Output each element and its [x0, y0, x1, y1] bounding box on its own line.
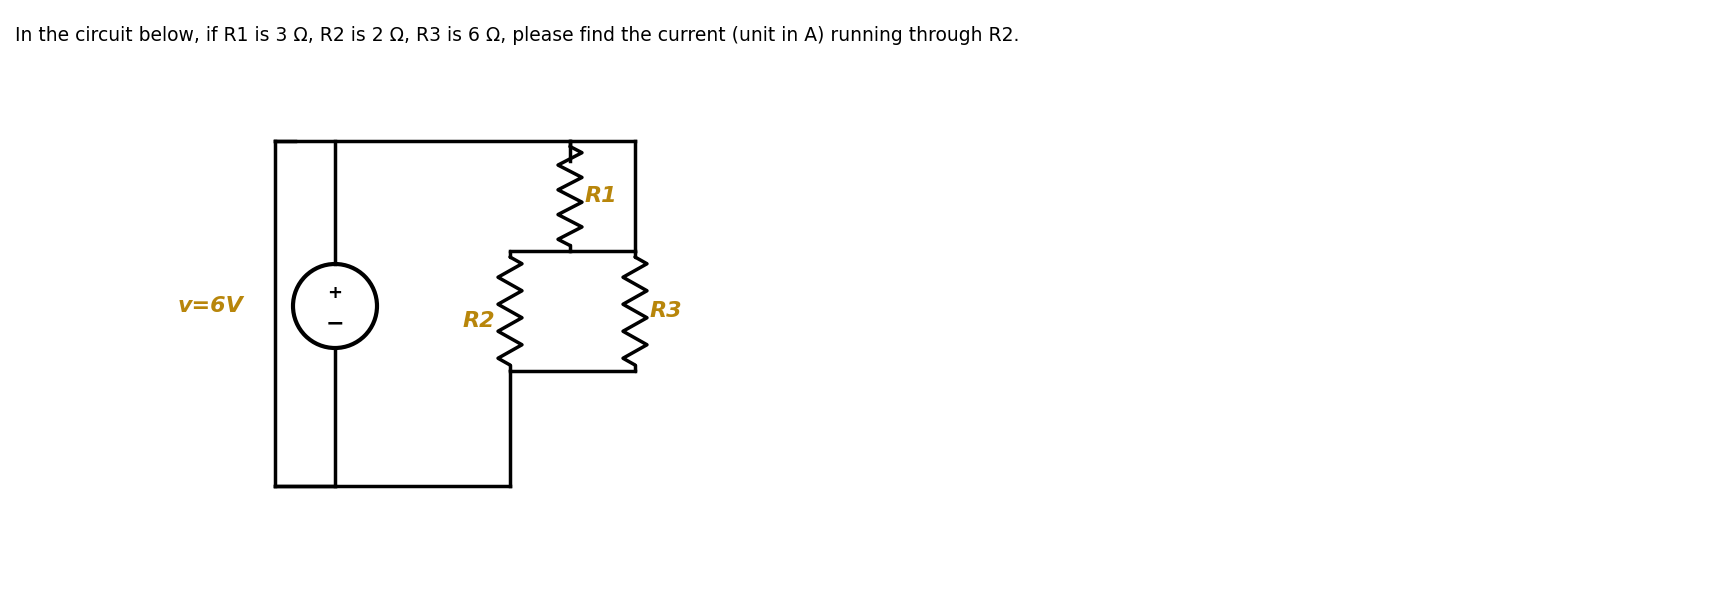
Text: v=6V: v=6V [177, 296, 243, 316]
Text: −: − [325, 313, 344, 333]
Text: In the circuit below, if R1 is 3 Ω, R2 is 2 Ω, R3 is 6 Ω, please find the curren: In the circuit below, if R1 is 3 Ω, R2 i… [15, 26, 1019, 45]
Text: R1: R1 [585, 186, 618, 206]
Text: +: + [327, 284, 342, 302]
Text: R2: R2 [463, 311, 496, 331]
Text: R3: R3 [651, 301, 683, 321]
